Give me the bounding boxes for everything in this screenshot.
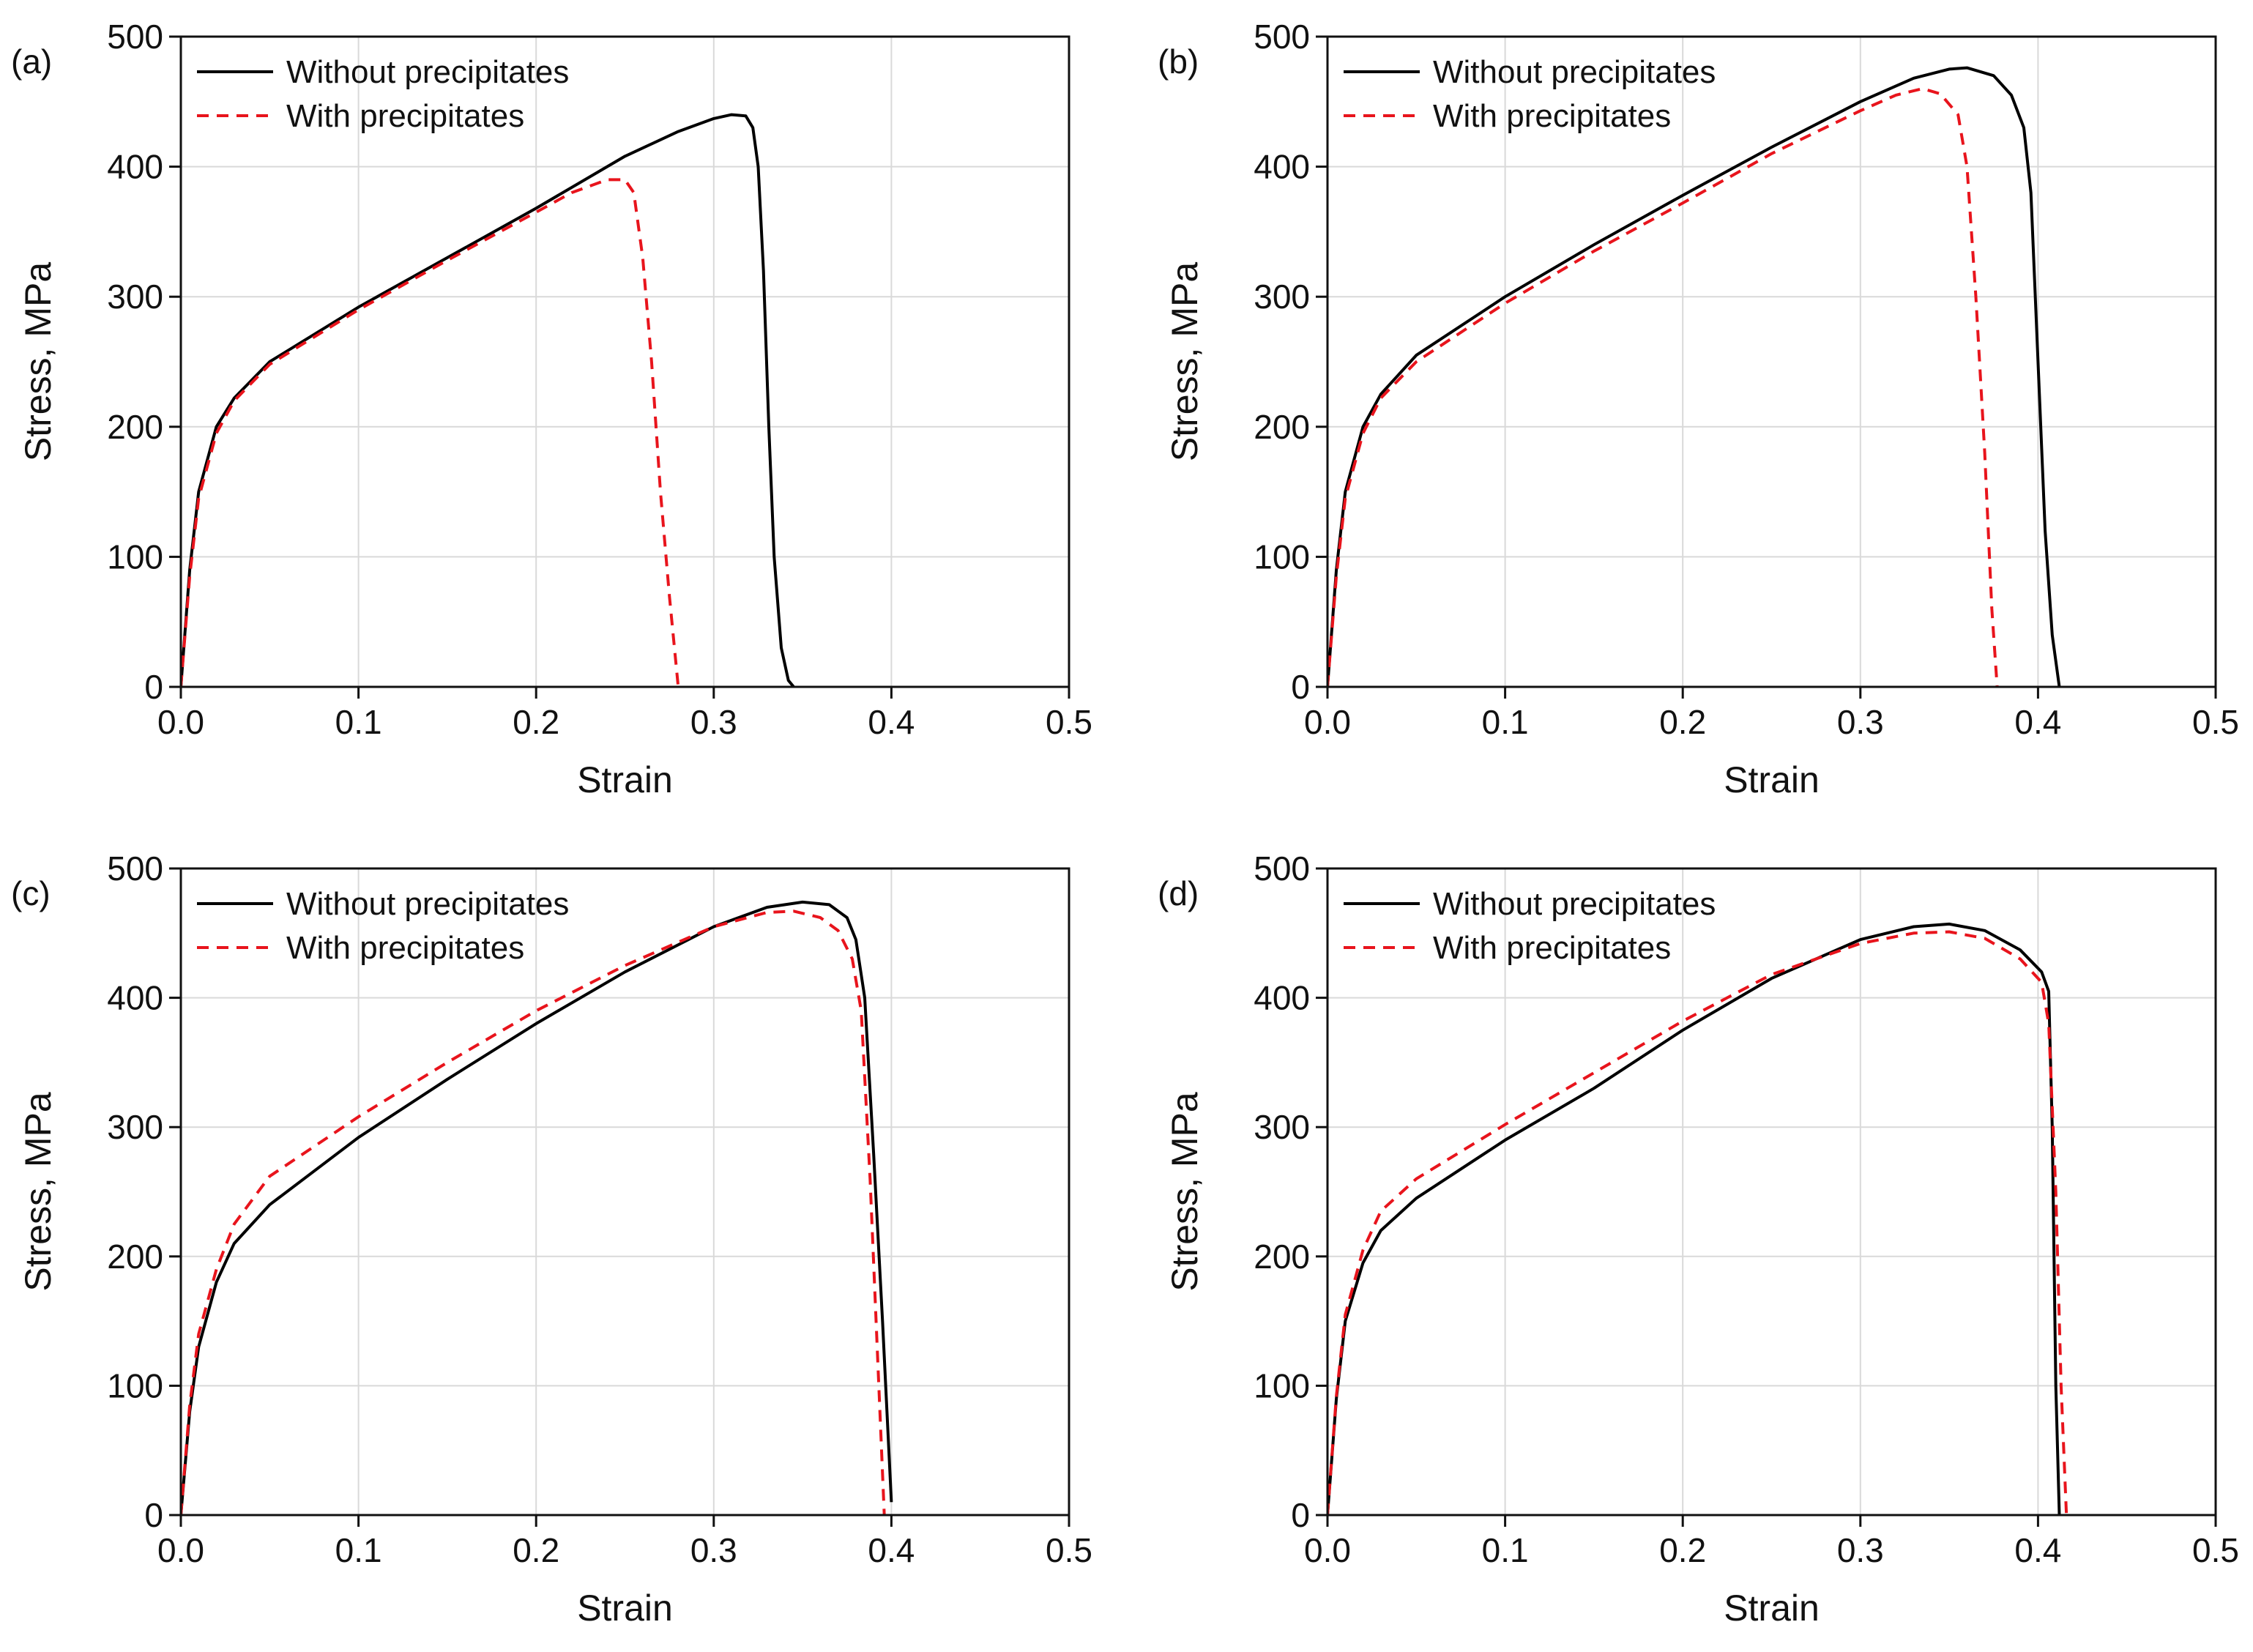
plot-frame [179, 867, 1070, 1517]
legend: Without precipitates With precipitates [197, 54, 569, 134]
x-tick-label: 0.5 [2192, 1531, 2239, 1569]
chart-panel: 0.0 0.1 0.2 0.3 0.4 0.5 0 100 200 300 400 500 Strain… [11, 849, 1092, 1629]
y-tick-label: 200 [1254, 408, 1310, 446]
x-tick-label: 0.3 [690, 1531, 737, 1569]
x-tick-label: 0.1 [335, 1531, 382, 1569]
legend: Without precipitates With precipitates [1344, 54, 1716, 134]
y-tick-label: 400 [1254, 979, 1310, 1017]
legend-label: With precipitates [1433, 98, 1671, 134]
legend-label: With precipitates [286, 930, 524, 966]
x-tick-label: 0.4 [868, 1531, 915, 1569]
x-tick-label: 0.5 [1046, 703, 1092, 741]
x-tick-label: 0.0 [157, 703, 204, 741]
x-tick-label: 0.0 [157, 1531, 204, 1569]
legend-label: Without precipitates [286, 886, 569, 922]
y-tick-label: 300 [1254, 1108, 1310, 1146]
x-tick-label: 0.1 [335, 703, 382, 741]
plot-frame [1326, 35, 2217, 688]
y-tick-label: 200 [107, 408, 163, 446]
x-tick-label: 0.2 [1659, 703, 1706, 741]
panel-label: (d) [1158, 874, 1199, 912]
x-tick-label: 0.1 [1482, 703, 1529, 741]
y-tick-label: 500 [1254, 849, 1310, 888]
y-tick-label: 300 [107, 1108, 163, 1146]
y-tick-label: 300 [107, 278, 163, 316]
x-tick-label: 0.0 [1304, 703, 1351, 741]
panel-label: (c) [11, 874, 51, 912]
x-axis-title: Strain [1724, 759, 1820, 800]
y-axis-title: Stress, MPa [18, 1092, 59, 1291]
series-line-with-precipitates [181, 178, 680, 688]
y-tick-label: 100 [1254, 1366, 1310, 1404]
y-tick-label: 400 [1254, 148, 1310, 186]
series-line-with-precipitates [1327, 87, 1999, 688]
legend-label: Without precipitates [1433, 54, 1716, 90]
x-tick-label: 0.1 [1482, 1531, 1529, 1569]
x-tick-label: 0.0 [1304, 1531, 1351, 1569]
x-tick-label: 0.2 [513, 1531, 559, 1569]
y-tick-label: 200 [1254, 1238, 1310, 1276]
y-axis-title: Stress, MPa [1164, 262, 1205, 461]
y-tick-label: 0 [144, 1496, 163, 1534]
panel-label: (a) [11, 42, 52, 81]
series-line-without-precipitates [1327, 66, 2061, 688]
y-axis-title: Stress, MPa [1164, 1092, 1205, 1291]
plot-frame [1326, 867, 2217, 1517]
y-tick-label: 0 [144, 668, 163, 706]
x-tick-label: 0.4 [2014, 1531, 2061, 1569]
y-tick-label: 0 [1291, 1496, 1310, 1534]
legend-label: Without precipitates [286, 54, 569, 90]
x-tick-label: 0.3 [1837, 1531, 1884, 1569]
series-line-with-precipitates [181, 909, 886, 1516]
y-tick-label: 400 [107, 979, 163, 1017]
y-tick-label: 0 [1291, 668, 1310, 706]
x-tick-label: 0.3 [1837, 703, 1884, 741]
y-tick-label: 500 [107, 849, 163, 888]
panel-label: (b) [1158, 42, 1199, 81]
x-tick-label: 0.4 [2014, 703, 2061, 741]
y-tick-label: 100 [1254, 537, 1310, 576]
x-axis-title: Strain [1724, 1588, 1820, 1629]
series-line-without-precipitates [1327, 922, 2061, 1516]
y-tick-label: 500 [107, 18, 163, 56]
x-axis-title: Strain [577, 1588, 673, 1629]
chart-panel: 0.0 0.1 0.2 0.3 0.4 0.5 0 100 200 300 400 500 Strain… [11, 18, 1092, 800]
y-tick-label: 400 [107, 148, 163, 186]
x-tick-label: 0.2 [513, 703, 559, 741]
x-tick-label: 0.5 [2192, 703, 2239, 741]
legend-label: With precipitates [1433, 930, 1671, 966]
series-line-without-precipitates [181, 900, 893, 1516]
y-tick-label: 100 [107, 537, 163, 576]
x-tick-label: 0.2 [1659, 1531, 1706, 1569]
chart-panel: 0.0 0.1 0.2 0.3 0.4 0.5 0 100 200 300 400 500 Strain… [1158, 849, 2239, 1629]
x-axis-title: Strain [577, 759, 673, 800]
x-tick-label: 0.5 [1046, 1531, 1092, 1569]
x-tick-label: 0.3 [690, 703, 737, 741]
legend: Without precipitates With precipitates [1344, 886, 1716, 966]
y-axis-title: Stress, MPa [18, 262, 59, 461]
plot-frame [179, 35, 1070, 688]
series-line-without-precipitates [181, 113, 795, 688]
legend-label: Without precipitates [1433, 886, 1716, 922]
y-tick-label: 300 [1254, 278, 1310, 316]
chart-panel: 0.0 0.1 0.2 0.3 0.4 0.5 0 100 200 300 400 500 Strain… [1158, 18, 2239, 800]
y-tick-label: 200 [107, 1238, 163, 1276]
y-tick-label: 500 [1254, 18, 1310, 56]
legend-label: With precipitates [286, 98, 524, 134]
y-tick-label: 100 [107, 1366, 163, 1404]
series-line-with-precipitates [1327, 930, 2068, 1516]
x-tick-label: 0.4 [868, 703, 915, 741]
legend: Without precipitates With precipitates [197, 886, 569, 966]
